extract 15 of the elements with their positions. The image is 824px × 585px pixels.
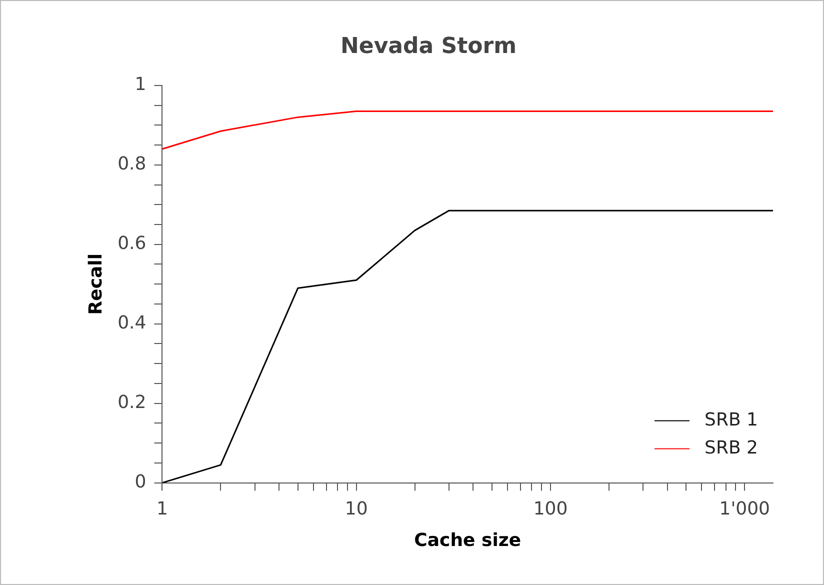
y-tick-label: 0.4 [118,312,146,334]
y-tick-label: 1 [134,74,146,96]
x-tick-label: 1 [156,498,168,520]
y-axis-title: Recall [85,253,106,315]
y-tick-label: 0.8 [118,154,146,175]
y-tick-label: 0.6 [118,233,146,254]
y-tick-label: 0.2 [118,392,146,413]
x-tick-label: 100 [533,498,568,520]
x-axis-title: Cache size [414,530,522,551]
y-tick-label: 0 [134,471,146,492]
x-tick-label: 10 [344,498,368,520]
x-tick-label: 1'000 [719,498,770,520]
legend-label: SRB 2 [704,437,758,458]
legend-label: SRB 1 [704,409,758,430]
chart-title: Nevada Storm [340,34,517,59]
